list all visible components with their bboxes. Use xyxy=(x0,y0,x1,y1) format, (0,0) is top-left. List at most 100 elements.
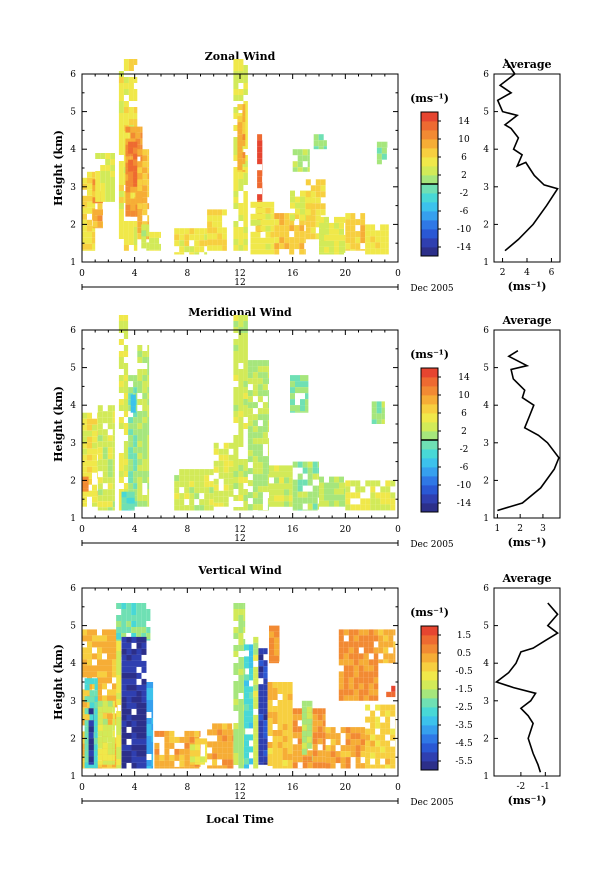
colorbar-swatch xyxy=(421,680,438,690)
heatmap-cell xyxy=(136,750,142,757)
heatmap-cell xyxy=(311,706,313,713)
heatmap-cell xyxy=(370,728,376,735)
heatmap-cell xyxy=(128,77,134,83)
heatmap-cell xyxy=(142,393,148,399)
heatmap-cell xyxy=(102,465,108,472)
heatmap-cell xyxy=(300,405,305,412)
heatmap-cell xyxy=(130,138,136,145)
colorbar-tick-label: -0.5 xyxy=(455,667,473,677)
x-tick-label: 16 xyxy=(287,783,299,793)
heatmap-cell xyxy=(126,702,132,709)
heatmap-cell xyxy=(363,647,369,654)
heatmap-cell xyxy=(97,507,103,511)
heatmap-cell xyxy=(159,231,161,238)
heatmap-cell xyxy=(287,694,293,700)
heatmap-cell xyxy=(329,228,334,235)
heatmap-cell xyxy=(297,497,303,504)
heatmap-cell xyxy=(142,459,148,465)
heatmap-cell xyxy=(204,481,210,488)
heatmap-cell xyxy=(301,736,307,743)
heatmap-cell xyxy=(136,732,142,739)
heatmap-cell xyxy=(194,475,200,482)
heatmap-cell xyxy=(87,490,92,497)
heatmap-cell xyxy=(92,502,97,507)
heatmap-cell xyxy=(295,196,300,203)
heatmap-cell xyxy=(146,633,151,639)
heatmap-cell xyxy=(199,505,205,511)
heatmap-cell xyxy=(97,453,103,460)
y-tick-label: 2 xyxy=(70,476,76,486)
heatmap-cell xyxy=(97,423,103,430)
heatmap-cell xyxy=(97,472,98,479)
heatmap-cell xyxy=(274,483,279,490)
heatmap-cell xyxy=(263,702,268,709)
heatmap-cell xyxy=(329,240,334,247)
heatmap-cell xyxy=(350,480,356,487)
heatmap-cell xyxy=(290,393,295,400)
heatmap-cell xyxy=(131,684,137,691)
heatmap-cell xyxy=(126,756,132,763)
heatmap-cell xyxy=(238,705,244,711)
day-label: 12 xyxy=(234,534,245,544)
heatmap-cell xyxy=(348,629,354,636)
heatmap-cell xyxy=(320,191,326,198)
heatmap-cell xyxy=(350,213,356,220)
heatmap-cell xyxy=(253,750,259,757)
heatmap-cell xyxy=(244,734,249,741)
heatmap-cell xyxy=(380,492,386,499)
heatmap-cell xyxy=(107,736,113,743)
heatmap-cell xyxy=(330,757,336,764)
heatmap-cell xyxy=(140,144,143,151)
heatmap-cell xyxy=(317,473,319,480)
heatmap-cell xyxy=(334,500,339,507)
heatmap-cell xyxy=(204,499,210,506)
heatmap-cell xyxy=(125,198,131,205)
heatmap-cell xyxy=(267,688,273,694)
heatmap-cell xyxy=(385,486,391,493)
heatmap-cell xyxy=(82,647,87,654)
heatmap-cell xyxy=(238,357,244,363)
heatmap-cell xyxy=(355,733,361,740)
heatmap-cell xyxy=(88,756,94,763)
heatmap-cell xyxy=(218,496,224,503)
heatmap-cell xyxy=(244,764,249,769)
x-tick-label: 12 xyxy=(234,783,245,793)
heatmap-cell xyxy=(87,460,92,467)
heatmap-cell xyxy=(375,758,381,765)
heatmap-cell xyxy=(270,225,275,232)
heatmap-cell xyxy=(272,694,278,700)
heatmap-cell xyxy=(199,234,205,241)
heatmap-cell xyxy=(373,677,379,684)
heatmap-cell xyxy=(100,177,106,183)
heatmap-cell xyxy=(317,726,323,733)
heatmap-cell xyxy=(320,179,326,186)
heatmap-cell xyxy=(107,471,113,478)
heatmap-cell xyxy=(121,615,127,621)
heatmap-cell xyxy=(217,245,223,251)
heatmap-cell xyxy=(82,689,87,696)
heatmap-cell xyxy=(300,375,305,382)
heatmap-cell xyxy=(370,486,376,493)
heatmap-cell xyxy=(242,116,246,123)
heatmap-cell xyxy=(174,487,180,494)
heatmap-cell xyxy=(334,234,339,241)
heatmap-cell xyxy=(116,711,122,717)
heatmap-cell xyxy=(247,396,253,403)
heatmap-cell xyxy=(107,671,112,678)
heatmap-cell xyxy=(243,489,248,495)
heatmap-cell xyxy=(270,243,275,250)
heatmap-cell xyxy=(375,504,381,511)
heatmap-cell xyxy=(92,448,97,455)
heatmap-cell xyxy=(233,357,239,363)
heatmap-cell xyxy=(116,639,122,641)
heatmap-cell xyxy=(257,504,263,511)
heatmap-cell xyxy=(142,453,148,459)
heatmap-cell xyxy=(263,690,268,697)
heatmap-cell xyxy=(147,357,150,363)
heatmap-cell xyxy=(84,762,90,769)
heatmap-cell xyxy=(92,671,97,678)
heatmap-cell xyxy=(263,732,268,739)
heatmap-cell xyxy=(133,119,138,125)
heatmap-cell xyxy=(353,671,359,678)
heatmap-cell xyxy=(142,417,148,423)
